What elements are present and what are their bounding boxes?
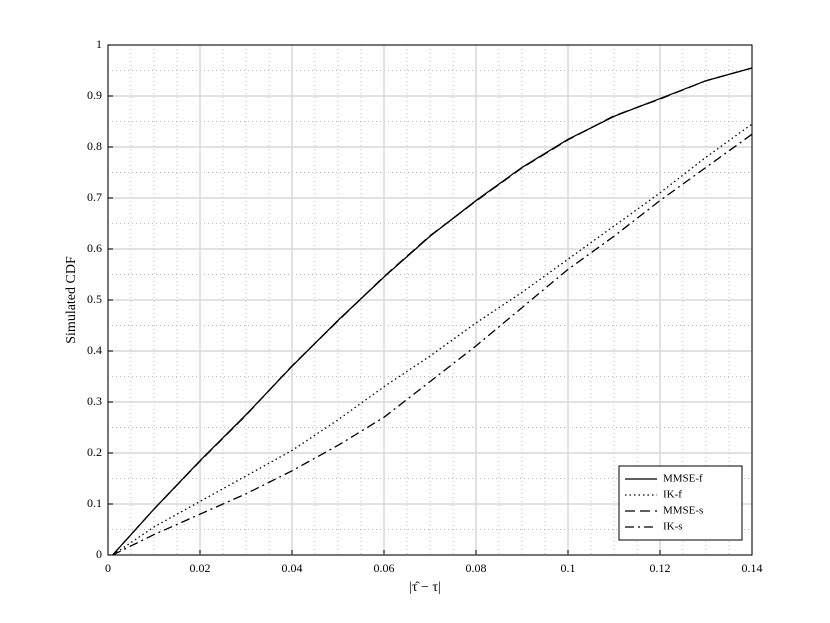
y-tick-label: 0.4 [87,343,102,357]
x-tick-label: 0 [105,561,111,575]
y-tick-label: 0.3 [87,394,102,408]
legend-label: IK-f [663,489,682,501]
y-tick-label: 0.9 [87,88,102,102]
series-line [112,133,753,556]
y-tick-label: 0 [96,547,102,561]
x-tick-label: 0.1 [561,561,576,575]
y-tick-label: 0.1 [87,496,102,510]
legend-label: MMSE-f [663,473,703,485]
y-tick-label: 0.6 [87,241,102,255]
plot-frame [107,44,753,556]
y-tick-label: 0.5 [87,292,102,306]
x-axis-label: |τ̂ − τ| [409,580,441,595]
x-tick-label: 0.06 [374,561,395,575]
x-tick-label: 0.04 [282,561,303,575]
legend-label: MMSE-s [663,505,703,517]
series-line [112,67,753,556]
x-tick-label: 0.02 [190,561,211,575]
x-tick-label: 0.08 [466,561,487,575]
y-tick-label: 0.8 [87,139,102,153]
y-tick-label: 0.2 [87,445,102,459]
legend: MMSE-f IK-f MMSE-s IK-s [618,465,743,541]
y-tick-label: 1 [96,37,102,51]
y-axis-label: Simulated CDF [64,256,79,344]
x-tick-label: 0.14 [742,561,763,575]
series-line [112,123,753,556]
x-tick-label: 0.12 [650,561,671,575]
legend-box [618,465,743,541]
y-tick-label: 0.7 [87,190,102,204]
legend-label: IK-s [663,521,683,533]
